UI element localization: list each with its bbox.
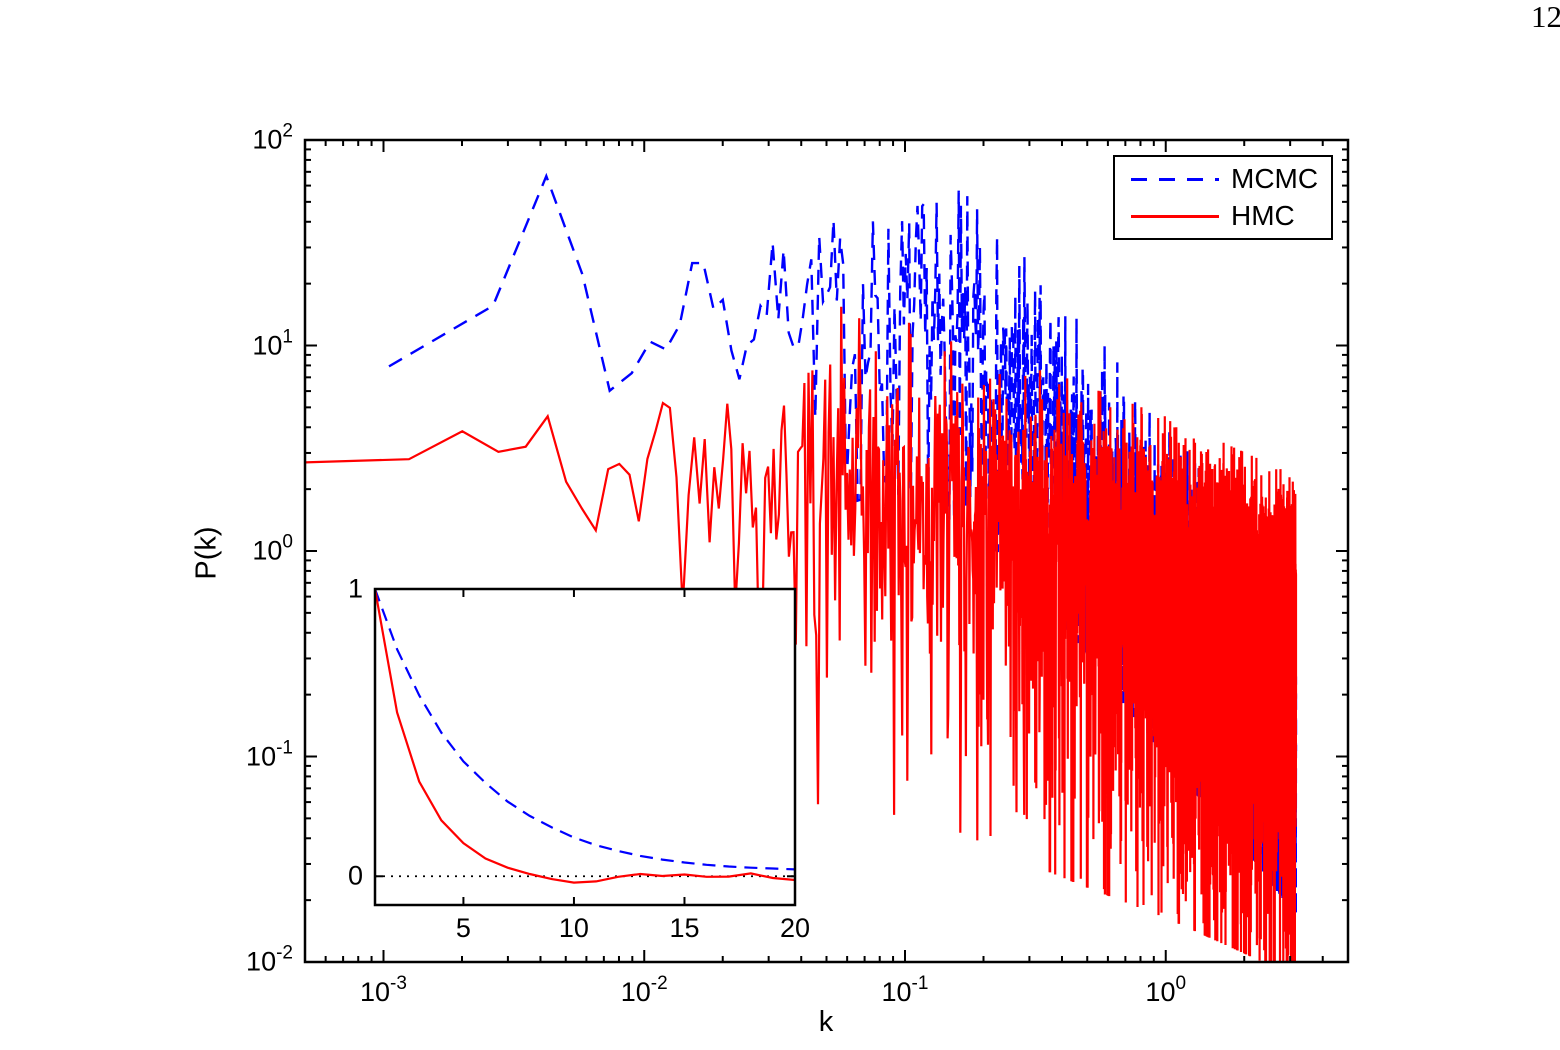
- y-tick-label: 10-1: [246, 737, 293, 771]
- inset-hmc-line: [375, 589, 795, 884]
- inset-x-tick-label: 5: [455, 913, 471, 943]
- page-number: 12: [1531, 0, 1560, 34]
- inset-axis-box: [373, 587, 797, 907]
- hmc-series-line: [305, 306, 1298, 962]
- inset-x-tick-label: 10: [558, 913, 589, 943]
- y-tick-label: 100: [252, 531, 293, 566]
- legend-item-hmc: HMC: [1131, 200, 1331, 231]
- x-tick-label: 100: [1145, 973, 1187, 1007]
- y-tick-label: 102: [252, 120, 293, 155]
- inset-y-tick-label: 0: [347, 860, 363, 891]
- legend: MCMC HMC: [1113, 155, 1333, 240]
- inset-background: [375, 589, 795, 905]
- legend-hmc-line-sample: [1131, 214, 1219, 218]
- legend-mcmc-line-sample: [1131, 177, 1219, 181]
- x-axis-label: k: [818, 1006, 834, 1038]
- legend-item-mcmc: MCMC: [1131, 163, 1331, 194]
- inset-y-tick-label: 1: [347, 573, 363, 604]
- inset-x-tick-label: 15: [669, 913, 700, 943]
- x-tick-label: 10-1: [881, 973, 929, 1007]
- x-tick-label: 10-2: [620, 973, 668, 1007]
- inset-x-tick-label: 20: [779, 913, 811, 943]
- legend-hmc-label: HMC: [1231, 200, 1295, 231]
- x-tick-label: 10-3: [360, 973, 407, 1007]
- inset-mcmc-line: [375, 589, 795, 871]
- tick-marks: [305, 140, 1348, 962]
- y-tick-label: 10-2: [246, 942, 293, 977]
- y-axis-label: P(k): [190, 526, 223, 580]
- legend-mcmc-label: MCMC: [1231, 163, 1319, 194]
- y-tick-label: 101: [252, 326, 293, 360]
